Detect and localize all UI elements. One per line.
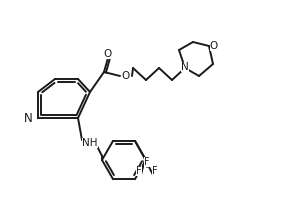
Text: NH: NH (82, 138, 98, 148)
Text: O: O (104, 49, 112, 59)
Text: O: O (122, 71, 130, 81)
Text: N: N (24, 111, 33, 125)
Text: F: F (152, 166, 158, 176)
Text: F: F (136, 166, 142, 176)
Text: F: F (144, 157, 150, 167)
Text: O: O (210, 41, 218, 51)
Text: N: N (181, 62, 189, 72)
